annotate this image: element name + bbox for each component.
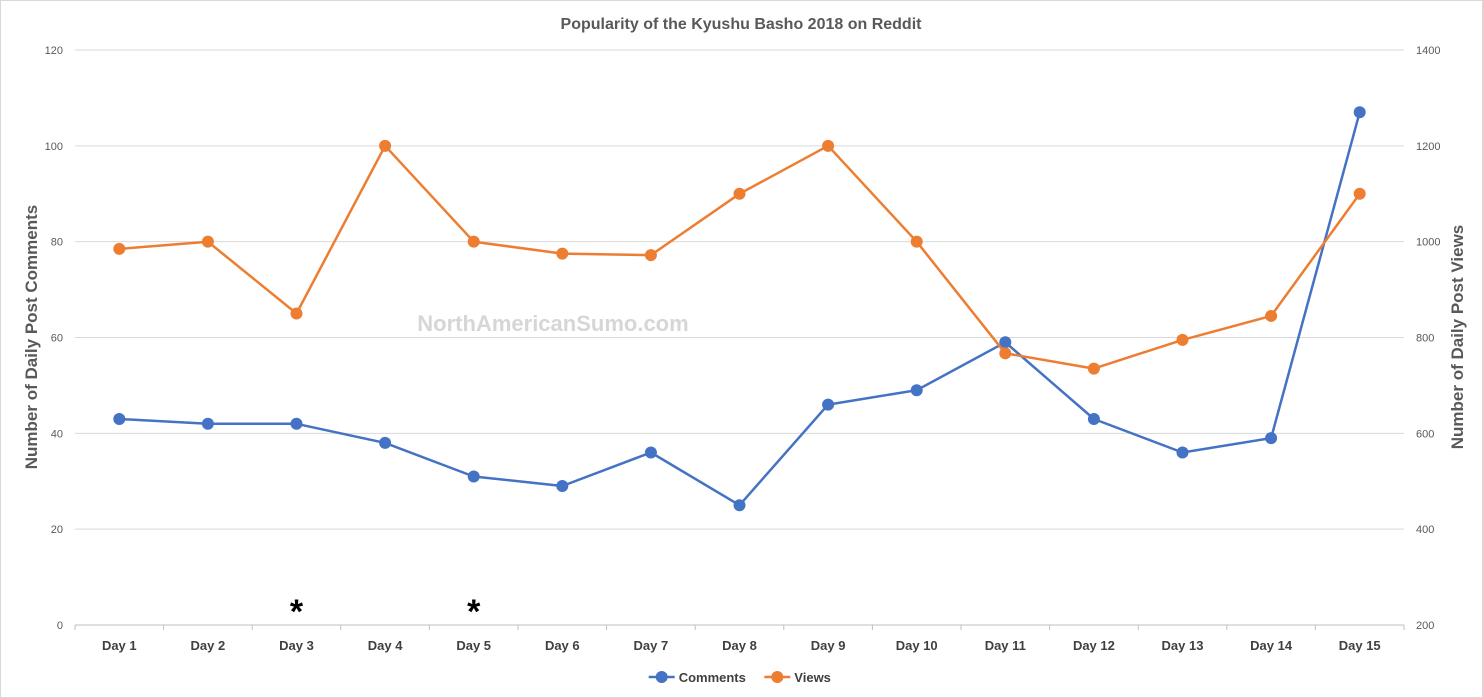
y-tick-right-800: 800 <box>1416 333 1434 345</box>
comments-point <box>556 480 569 493</box>
y-tick-left-40: 40 <box>51 428 63 440</box>
x-tick-label: Day 7 <box>634 638 669 653</box>
comments-point <box>467 470 480 483</box>
y-tick-left-0: 0 <box>57 620 63 632</box>
x-tick-label: Day 2 <box>191 638 226 653</box>
y-tick-right-200: 200 <box>1416 620 1434 632</box>
comments-point <box>379 436 392 449</box>
views-point <box>999 347 1012 360</box>
views-point <box>1353 187 1366 200</box>
y-axis-left-title: Number of Daily Post Comments <box>22 205 41 470</box>
y-tick-left-100: 100 <box>45 141 63 153</box>
axes: 0 20 40 60 80 100 120 200 400 600 800 1000 1200 1400 D… <box>45 45 1441 653</box>
views-point <box>113 242 126 255</box>
views-point <box>556 247 569 260</box>
x-tick-label: Day 13 <box>1162 638 1204 653</box>
legend-comments-label: Comments <box>679 670 746 685</box>
legend-views-marker <box>771 671 784 683</box>
comments-point <box>1087 412 1100 425</box>
legend-views-label: Views <box>794 670 831 685</box>
y-tick-right-400: 400 <box>1416 524 1434 536</box>
comments-series-line <box>119 111 1361 507</box>
x-tick-label: Day 1 <box>102 638 137 653</box>
comments-point <box>201 417 214 430</box>
y-tick-right-600: 600 <box>1416 428 1434 440</box>
views-point <box>1176 333 1189 346</box>
comments-point <box>733 499 746 512</box>
gridlines <box>75 49 1404 530</box>
x-tick-label: Day 3 <box>279 638 314 653</box>
legend: Comments Views <box>648 670 831 685</box>
y-tick-right-1000: 1000 <box>1416 237 1440 249</box>
chart-title: Popularity of the Kyushu Basho 2018 on R… <box>561 16 923 33</box>
x-tick-label: Day 5 <box>456 638 491 653</box>
views-point <box>910 235 923 248</box>
annotations: * * <box>290 593 481 631</box>
views-point <box>379 139 392 152</box>
comments-point <box>1353 106 1366 119</box>
views-point <box>290 307 303 320</box>
views-series-line <box>119 144 1361 370</box>
annotation-asterisk: * <box>290 593 304 631</box>
comments-point <box>113 412 126 425</box>
comments-point <box>822 398 835 411</box>
y-tick-left-120: 120 <box>45 45 63 57</box>
comments-point <box>910 384 923 397</box>
views-point <box>1265 309 1278 322</box>
views-point <box>822 139 835 152</box>
series <box>113 106 1366 512</box>
views-point <box>467 235 480 248</box>
legend-comments-marker <box>655 671 668 683</box>
comments-point <box>644 446 657 459</box>
views-point <box>201 235 214 248</box>
views-point <box>1087 362 1100 375</box>
comments-point <box>1176 446 1189 459</box>
views-point <box>733 187 746 200</box>
x-tick-label: Day 10 <box>896 638 938 653</box>
x-tick-label: Day 15 <box>1339 638 1381 653</box>
x-tick-label: Day 11 <box>985 638 1026 653</box>
comments-point <box>290 417 303 430</box>
x-tick-label: Day 14 <box>1250 638 1293 653</box>
x-tick-label: Day 4 <box>368 638 403 653</box>
x-tick-label: Day 8 <box>722 638 757 653</box>
y-axis-right-title: Number of Daily Post Views <box>1448 225 1467 450</box>
y-tick-right-1200: 1200 <box>1416 141 1440 153</box>
y-tick-left-80: 80 <box>51 237 63 249</box>
watermark-text: NorthAmericanSumo.com <box>417 311 688 336</box>
x-tick-label: Day 9 <box>811 638 846 653</box>
views-point <box>644 249 657 262</box>
y-tick-left-20: 20 <box>51 524 63 536</box>
x-tick-label: Day 6 <box>545 638 580 653</box>
comments-point <box>999 336 1012 349</box>
annotation-asterisk: * <box>467 593 481 631</box>
x-tick-label: Day 12 <box>1073 638 1115 653</box>
y-tick-right-1400: 1400 <box>1416 45 1440 57</box>
y-tick-left-60: 60 <box>51 333 63 345</box>
comments-point <box>1265 432 1278 445</box>
